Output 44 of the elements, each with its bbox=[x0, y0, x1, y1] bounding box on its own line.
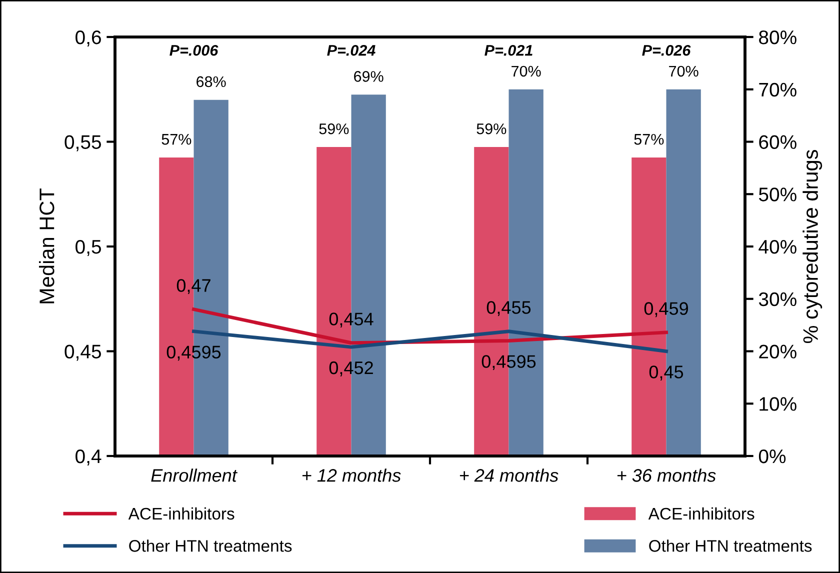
annotation: P=.024 bbox=[327, 44, 376, 56]
data-label: 70% bbox=[512, 66, 541, 77]
data-label: 0,4595 bbox=[482, 355, 536, 370]
y2-tick-label: 30% bbox=[758, 292, 796, 306]
x-tick-label: + 36 months bbox=[617, 468, 716, 482]
data-label: 57% bbox=[162, 134, 192, 145]
data-label: 57% bbox=[634, 134, 664, 145]
data-label: 59% bbox=[319, 123, 349, 134]
data-label: 0,4595 bbox=[166, 346, 221, 361]
y2-tick-label: 70% bbox=[759, 82, 796, 97]
legend-label: ACE-inhibitors bbox=[128, 507, 234, 520]
y2-tick-label: 60% bbox=[759, 135, 796, 149]
y2-axis-title: % cytoredutive drugs bbox=[802, 150, 822, 344]
y2-tick-label: 0% bbox=[758, 449, 786, 464]
y-tick-label: 0,45 bbox=[64, 344, 101, 361]
y2-tick-label: 20% bbox=[759, 344, 796, 358]
legend-label: ACE-inhibitors bbox=[648, 507, 754, 520]
data-label: 70% bbox=[669, 66, 698, 77]
x-tick-label: + 12 months bbox=[302, 468, 401, 482]
legend-label: Other HTN treatments bbox=[129, 540, 292, 552]
data-label: 0,47 bbox=[176, 279, 210, 294]
y2-tick-label: 10% bbox=[760, 397, 796, 411]
y2-tick-label: 80% bbox=[759, 30, 796, 44]
data-label: 69% bbox=[354, 71, 384, 82]
x-tick-label: Enrollment bbox=[151, 468, 238, 482]
data-label: 0,455 bbox=[486, 301, 531, 316]
data-label: 68% bbox=[196, 76, 226, 88]
y-tick-label: 0,5 bbox=[76, 240, 101, 256]
data-label: 59% bbox=[476, 123, 506, 134]
data-label: 0,45 bbox=[649, 366, 684, 381]
legend-label: Other HTN treatments bbox=[649, 540, 812, 552]
data-label: 0,459 bbox=[644, 302, 688, 318]
annotation: P=.021 bbox=[484, 44, 532, 56]
x-tick-label: + 24 months bbox=[460, 468, 558, 482]
data-label: 0,452 bbox=[329, 361, 373, 376]
annotation: P=.026 bbox=[642, 44, 691, 56]
y2-tick-label: 50% bbox=[758, 188, 796, 202]
y-tick-label: 0,4 bbox=[76, 449, 102, 466]
data-label: 0,454 bbox=[329, 312, 374, 328]
y-tick-label: 0,6 bbox=[76, 30, 101, 47]
y2-tick-label: 40% bbox=[758, 240, 796, 254]
y-axis-title: Median HCT bbox=[38, 188, 54, 304]
y-tick-label: 0,55 bbox=[64, 135, 101, 152]
annotation: P=.006 bbox=[170, 44, 218, 56]
